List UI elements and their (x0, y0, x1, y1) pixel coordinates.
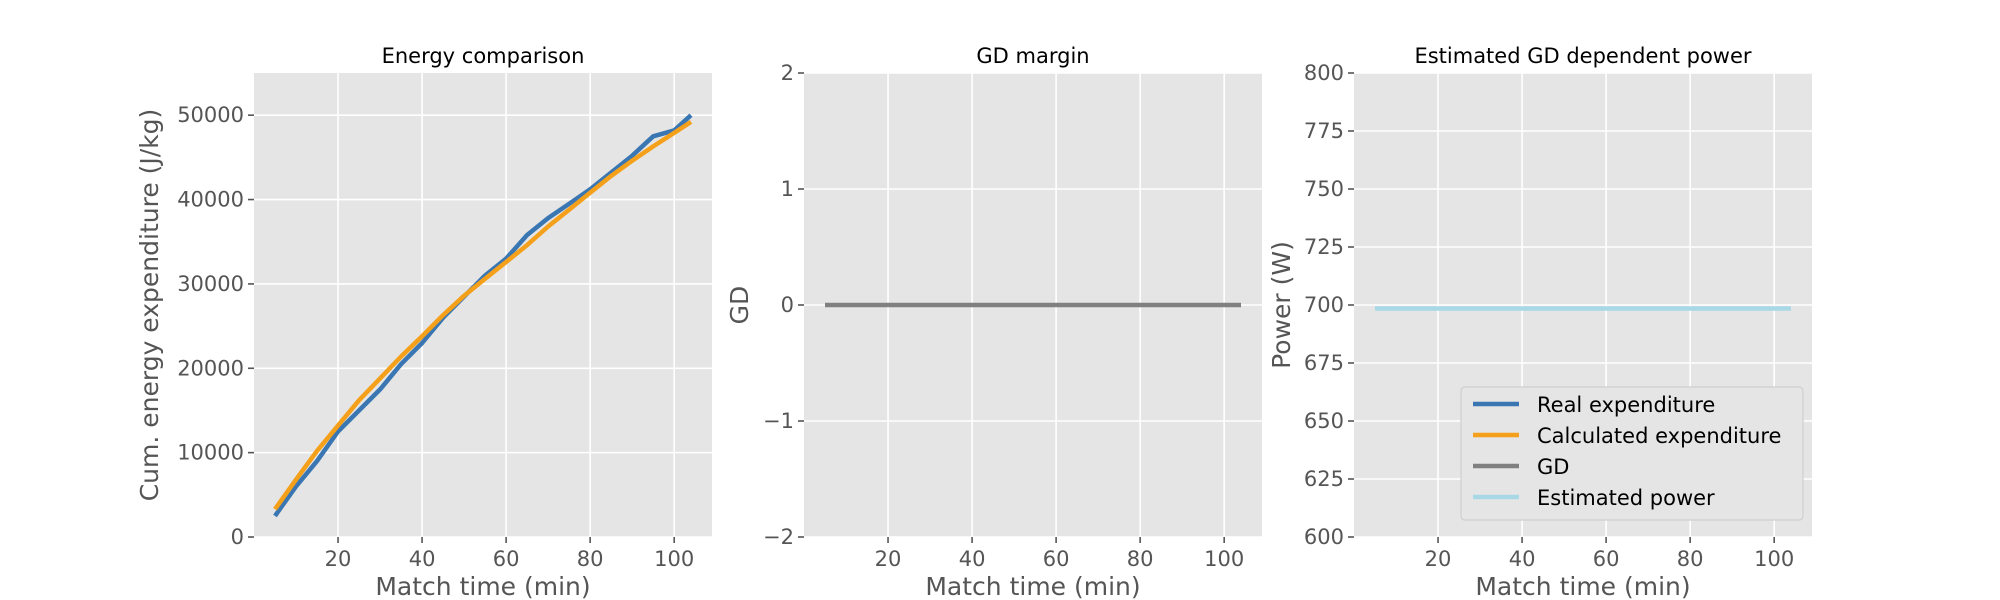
y-tick-label: 650 (1304, 409, 1344, 433)
legend-frame (1460, 386, 1804, 521)
x-tick-label: 60 (493, 547, 520, 571)
x-tick-label: 40 (959, 547, 986, 571)
y-tick-label: 10000 (177, 441, 244, 465)
chart-panels: 20 40 60 80 10001000020000300004000050000Ene… (135, 44, 1812, 600)
y-axis-label: Power (W) (1267, 241, 1296, 369)
legend-label: GD (1537, 455, 1569, 479)
y-tick-label: 1 (781, 177, 794, 201)
y-tick-label: 40000 (177, 188, 244, 212)
legend: Real expenditure Calculated expenditure GD… (1460, 386, 1804, 521)
y-tick-label: 2 (781, 61, 794, 85)
legend-label: Calculated expenditure (1537, 424, 1781, 448)
x-tick-label: 60 (1593, 547, 1620, 571)
y-tick-label: 600 (1304, 525, 1344, 549)
chart-panel-2: 20 40 60 80 100 −2 −1 0 1 2 GD margin Match time (m… (725, 44, 1262, 600)
legend-label: Estimated power (1537, 486, 1715, 510)
y-tick-label: −2 (763, 525, 794, 549)
y-tick-label: 675 (1304, 351, 1344, 375)
x-tick-label: 80 (577, 547, 604, 571)
y-tick-label: −1 (763, 409, 794, 433)
x-tick-label: 100 (654, 547, 694, 571)
y-tick-label: 0 (781, 293, 794, 317)
chart-panel-1: 20 40 60 80 100 0 10000 20000 30000 40000 50000 Ene… (135, 44, 712, 600)
y-tick-label: 725 (1304, 235, 1344, 259)
x-tick-label: 100 (1754, 547, 1794, 571)
x-tick-label: 100 (1204, 547, 1244, 571)
x-axis-label: Match time (min) (1475, 572, 1690, 600)
chart-title: GD margin (976, 44, 1089, 68)
chart-title: Estimated GD dependent power (1414, 44, 1751, 68)
x-tick-label: 20 (875, 547, 902, 571)
x-tick-label: 80 (1127, 547, 1154, 571)
x-tick-label: 60 (1043, 547, 1070, 571)
y-tick-label: 30000 (177, 272, 244, 296)
series-line-real-expenditure (273, 113, 693, 518)
y-tick-label: 0 (231, 525, 244, 549)
x-tick-label: 20 (1425, 547, 1452, 571)
x-axis-label: Match time (min) (925, 572, 1140, 600)
y-tick-label: 20000 (177, 356, 244, 380)
y-tick-label: 750 (1304, 177, 1344, 201)
legend-label: Real expenditure (1537, 393, 1715, 417)
x-tick-label: 80 (1677, 547, 1704, 571)
y-tick-label: 800 (1304, 61, 1344, 85)
x-tick-label: 40 (1509, 547, 1536, 571)
x-tick-label: 20 (325, 547, 352, 571)
y-axis-label: Cum. energy expenditure (J/kg) (135, 109, 164, 502)
x-tick-label: 40 (409, 547, 436, 571)
y-axis-label: GD (725, 286, 754, 325)
y-tick-label: 700 (1304, 293, 1344, 317)
y-tick-label: 775 (1304, 119, 1344, 143)
x-axis-label: Match time (min) (375, 572, 590, 600)
chart-title: Energy comparison (382, 44, 585, 68)
y-tick-label: 50000 (177, 103, 244, 127)
series-line-calculated-expenditure (273, 120, 693, 511)
y-tick-label: 625 (1304, 467, 1344, 491)
